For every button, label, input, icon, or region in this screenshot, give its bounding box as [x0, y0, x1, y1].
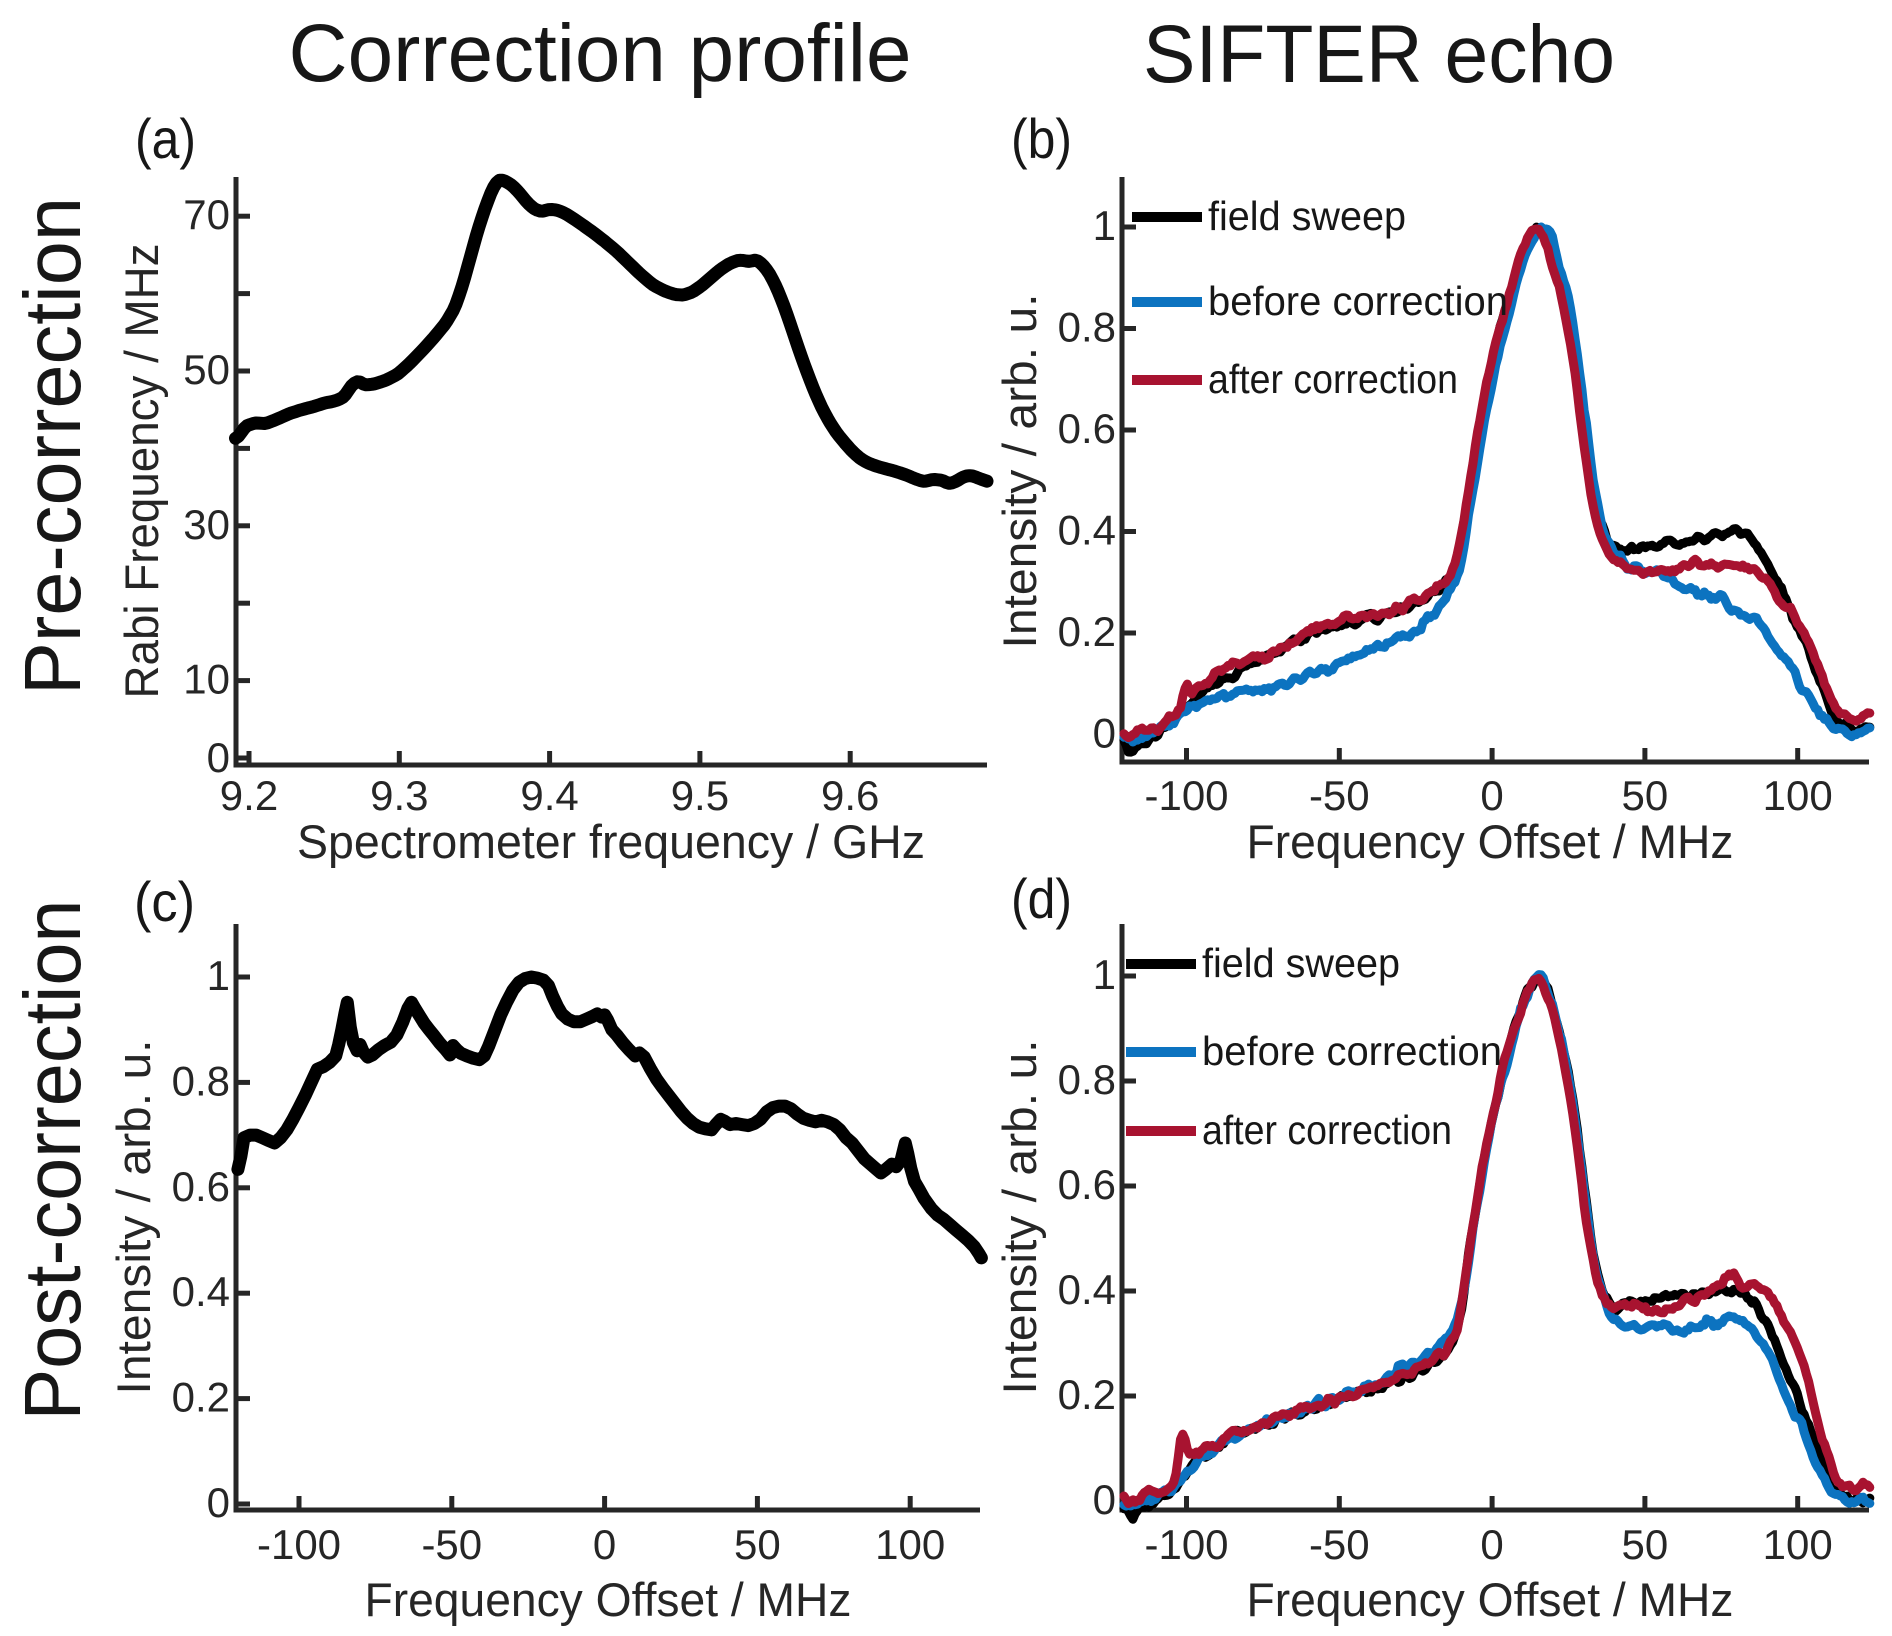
svg-text:0.4: 0.4 — [1058, 507, 1116, 554]
svg-text:field sweep: field sweep — [1208, 193, 1406, 239]
svg-text:0.6: 0.6 — [1058, 405, 1116, 452]
svg-text:50: 50 — [1622, 1521, 1669, 1568]
svg-text:9.2: 9.2 — [220, 772, 278, 819]
svg-text:Post-correction: Post-correction — [8, 900, 97, 1421]
svg-text:0: 0 — [1093, 1476, 1116, 1523]
svg-text:0.2: 0.2 — [172, 1374, 230, 1421]
svg-text:(a): (a) — [135, 107, 196, 170]
svg-text:70: 70 — [183, 191, 230, 238]
svg-text:Correction profile: Correction profile — [289, 8, 912, 99]
svg-text:1: 1 — [1093, 202, 1116, 249]
svg-text:after correction: after correction — [1208, 356, 1458, 402]
svg-text:50: 50 — [1622, 772, 1669, 819]
svg-text:0.4: 0.4 — [172, 1268, 230, 1315]
svg-text:after correction: after correction — [1202, 1107, 1452, 1153]
svg-text:SIFTER echo: SIFTER echo — [1143, 9, 1615, 100]
svg-text:1: 1 — [207, 952, 230, 999]
svg-text:Frequency Offset / MHz: Frequency Offset / MHz — [1247, 815, 1734, 868]
svg-text:Spectrometer frequency / GHz: Spectrometer frequency / GHz — [297, 815, 925, 868]
svg-text:Pre-correction: Pre-correction — [8, 197, 97, 695]
svg-text:-100: -100 — [1144, 772, 1228, 819]
svg-text:0.2: 0.2 — [1058, 1371, 1116, 1418]
svg-text:9.6: 9.6 — [821, 772, 879, 819]
svg-text:9.4: 9.4 — [520, 772, 578, 819]
svg-text:0.8: 0.8 — [1058, 304, 1116, 351]
svg-text:9.3: 9.3 — [370, 772, 428, 819]
svg-text:0: 0 — [1480, 772, 1503, 819]
svg-text:0: 0 — [593, 1521, 616, 1568]
svg-text:0.6: 0.6 — [1058, 1161, 1116, 1208]
svg-text:0: 0 — [207, 1479, 230, 1526]
svg-text:(d): (d) — [1011, 867, 1072, 930]
svg-text:9.5: 9.5 — [671, 772, 729, 819]
svg-text:100: 100 — [875, 1521, 945, 1568]
svg-text:0.8: 0.8 — [1058, 1056, 1116, 1103]
svg-text:-50: -50 — [1309, 772, 1370, 819]
svg-text:0: 0 — [207, 734, 230, 781]
svg-text:before correction: before correction — [1202, 1028, 1502, 1074]
svg-text:(c): (c) — [134, 870, 195, 933]
svg-text:0.8: 0.8 — [172, 1057, 230, 1104]
svg-text:0.6: 0.6 — [172, 1163, 230, 1210]
svg-text:50: 50 — [734, 1521, 781, 1568]
svg-text:30: 30 — [183, 501, 230, 548]
svg-text:100: 100 — [1763, 1521, 1833, 1568]
svg-text:field sweep: field sweep — [1202, 940, 1400, 986]
svg-text:0: 0 — [1480, 1521, 1503, 1568]
svg-text:10: 10 — [183, 656, 230, 703]
svg-text:-100: -100 — [257, 1521, 341, 1568]
svg-text:-50: -50 — [421, 1521, 482, 1568]
svg-text:Rabi Frequency / MHz: Rabi Frequency / MHz — [115, 244, 168, 699]
svg-text:100: 100 — [1763, 772, 1833, 819]
svg-text:0.2: 0.2 — [1058, 608, 1116, 655]
svg-text:Frequency Offset / MHz: Frequency Offset / MHz — [365, 1573, 852, 1626]
svg-text:(b): (b) — [1011, 107, 1072, 170]
svg-text:Intensity / arb. u.: Intensity / arb. u. — [993, 1040, 1046, 1395]
svg-text:-50: -50 — [1309, 1521, 1370, 1568]
svg-text:-100: -100 — [1144, 1521, 1228, 1568]
svg-text:50: 50 — [183, 346, 230, 393]
svg-text:0.4: 0.4 — [1058, 1266, 1116, 1313]
svg-text:Intensity / arb. u.: Intensity / arb. u. — [993, 294, 1046, 649]
svg-text:0: 0 — [1093, 710, 1116, 757]
svg-text:Frequency Offset / MHz: Frequency Offset / MHz — [1247, 1573, 1734, 1626]
svg-text:Intensity / arb. u.: Intensity / arb. u. — [107, 1040, 160, 1395]
svg-text:1: 1 — [1093, 951, 1116, 998]
svg-text:before correction: before correction — [1208, 278, 1508, 324]
